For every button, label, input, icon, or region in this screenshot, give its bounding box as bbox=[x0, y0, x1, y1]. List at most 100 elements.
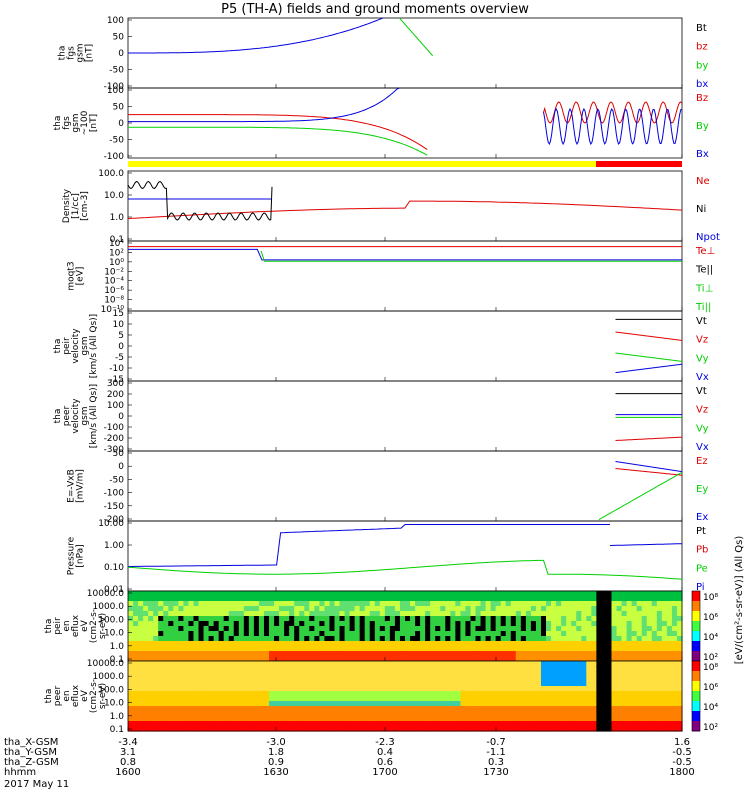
heat-cell bbox=[571, 726, 577, 732]
heat-cell bbox=[148, 631, 154, 637]
heat-cell bbox=[636, 661, 643, 667]
heat-cell bbox=[631, 666, 638, 672]
heat-cell bbox=[243, 636, 250, 642]
heat-cell bbox=[621, 711, 628, 717]
heat-cell bbox=[299, 721, 305, 727]
heat-cell bbox=[233, 656, 240, 662]
heat-cell bbox=[203, 716, 210, 722]
heat-cell bbox=[480, 661, 487, 667]
heat-cell bbox=[324, 636, 331, 642]
heat-cell bbox=[611, 726, 618, 732]
heat-cell bbox=[450, 656, 456, 662]
heat-cell bbox=[228, 666, 235, 672]
heat-cell bbox=[490, 601, 497, 607]
heat-cell bbox=[294, 661, 300, 667]
heat-cell bbox=[148, 706, 154, 712]
heat-cell bbox=[339, 716, 346, 722]
heat-cell bbox=[435, 591, 441, 597]
heat-cell bbox=[238, 661, 245, 667]
series-vx bbox=[615, 363, 683, 374]
heat-cell bbox=[153, 716, 159, 722]
heat-cell bbox=[530, 636, 537, 642]
heat-cell bbox=[223, 641, 230, 647]
heat-cell bbox=[606, 711, 613, 717]
heat-cell bbox=[480, 606, 487, 612]
heat-cell bbox=[173, 666, 179, 672]
heat-cell bbox=[510, 726, 517, 732]
y-axis-label: en bbox=[62, 690, 72, 701]
heat-cell bbox=[556, 661, 562, 667]
heat-cell bbox=[148, 626, 154, 632]
heat-cell bbox=[636, 636, 643, 642]
heat-cell bbox=[591, 591, 597, 597]
heat-cell bbox=[394, 711, 401, 717]
heat-cell bbox=[319, 601, 326, 607]
heat-cell bbox=[374, 641, 381, 647]
heat-cell bbox=[495, 606, 502, 612]
heat-cell bbox=[626, 621, 633, 627]
heat-cell bbox=[213, 616, 220, 622]
heat-cell bbox=[525, 601, 532, 607]
heat-cell bbox=[425, 656, 431, 662]
heat-cell bbox=[500, 616, 507, 622]
heat-cell bbox=[208, 726, 215, 732]
heat-cell bbox=[359, 696, 366, 702]
heat-cell bbox=[546, 596, 552, 602]
heat-cell bbox=[384, 701, 391, 707]
heat-cell bbox=[334, 631, 341, 637]
heat-cell bbox=[515, 616, 522, 622]
heat-cell bbox=[314, 626, 320, 632]
heat-cell bbox=[329, 646, 336, 652]
heat-cell bbox=[676, 591, 683, 597]
heat-cell bbox=[339, 606, 346, 612]
heat-cell bbox=[410, 696, 416, 702]
heat-cell bbox=[309, 661, 315, 667]
heat-cell bbox=[470, 676, 477, 682]
heat-cell bbox=[410, 631, 416, 637]
heat-cell bbox=[430, 596, 436, 602]
heat-cell bbox=[515, 601, 522, 607]
heat-cell bbox=[384, 671, 391, 677]
heat-cell bbox=[616, 726, 623, 732]
heat-cell bbox=[158, 626, 164, 632]
heat-cell bbox=[561, 636, 567, 642]
heat-cell bbox=[510, 676, 517, 682]
heat-cell bbox=[410, 716, 416, 722]
heat-cell bbox=[445, 606, 451, 612]
heat-cell bbox=[203, 691, 210, 697]
heat-cell bbox=[354, 701, 361, 707]
heat-cell bbox=[530, 671, 537, 677]
heat-cell bbox=[591, 666, 597, 672]
heat-cell bbox=[470, 656, 477, 662]
heat-cell bbox=[636, 701, 643, 707]
heat-cell bbox=[631, 636, 638, 642]
heat-cell bbox=[319, 616, 326, 622]
heat-cell bbox=[535, 651, 542, 657]
heat-cell bbox=[410, 711, 416, 717]
heat-cell bbox=[561, 596, 567, 602]
heat-cell bbox=[551, 636, 557, 642]
heat-cell bbox=[495, 721, 502, 727]
heat-cell bbox=[676, 676, 683, 682]
x-row-label: tha_Z-GSM bbox=[4, 757, 59, 768]
heat-cell bbox=[546, 671, 552, 677]
heat-cell bbox=[399, 696, 406, 702]
heat-cell bbox=[258, 671, 265, 677]
heat-cell bbox=[178, 626, 184, 632]
heat-cell bbox=[213, 721, 220, 727]
heat-cell bbox=[178, 721, 184, 727]
y-axis-label: tha bbox=[44, 619, 54, 634]
heat-cell bbox=[369, 641, 376, 647]
heat-cell bbox=[213, 726, 220, 732]
heat-cell bbox=[384, 656, 391, 662]
heat-cell bbox=[525, 706, 532, 712]
heat-cell bbox=[495, 641, 502, 647]
heat-cell bbox=[359, 651, 366, 657]
heat-cell bbox=[420, 706, 426, 712]
heat-cell bbox=[460, 596, 467, 602]
heat-cell bbox=[133, 681, 139, 687]
heat-cell bbox=[274, 621, 280, 627]
heat-cell bbox=[606, 626, 613, 632]
heat-cell bbox=[420, 666, 426, 672]
heat-cell bbox=[571, 691, 577, 697]
